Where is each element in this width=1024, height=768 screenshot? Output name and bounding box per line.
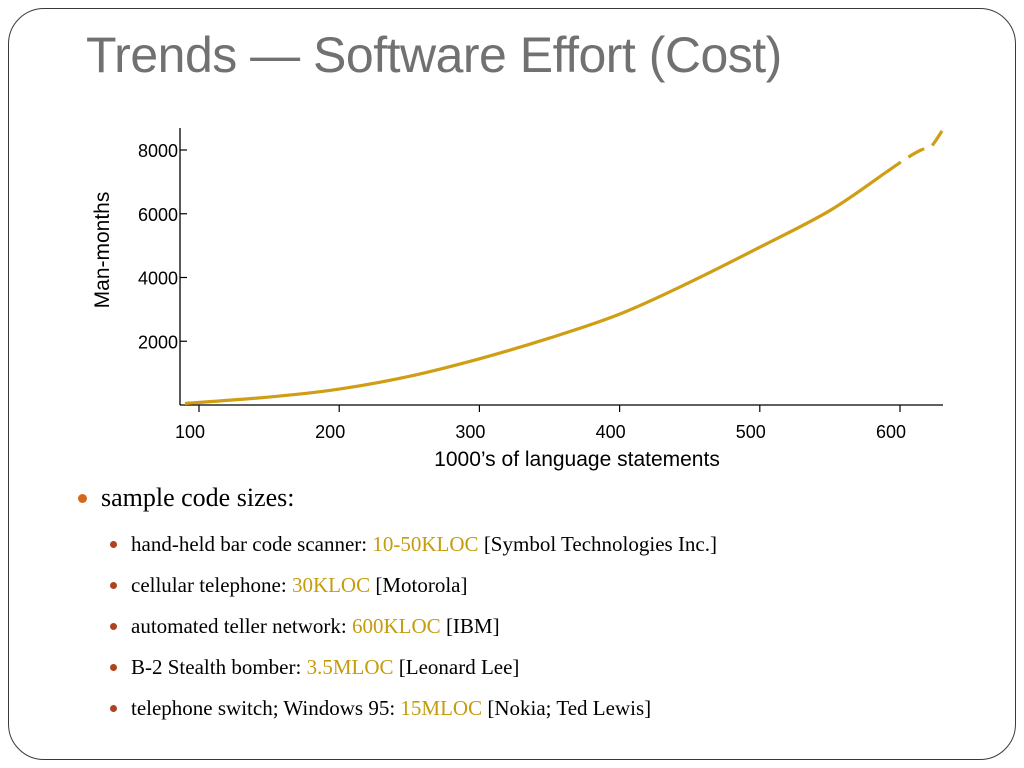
sub-bullet-item: B-2 Stealth bomber: 3.5MLOC [Leonard Lee… xyxy=(110,647,976,688)
sub-bullets: hand-held bar code scanner: 10-50KLOC [S… xyxy=(76,524,976,729)
slide-frame xyxy=(8,8,1016,760)
x-axis-label: 1000’s of language statements xyxy=(434,448,720,471)
sub-bullet-source: [Leonard Lee] xyxy=(393,655,520,679)
bullet-main-text: sample code sizes: xyxy=(101,483,295,512)
x-tick-label: 300 xyxy=(455,422,485,442)
sub-bullet-source: [IBM] xyxy=(440,614,500,638)
sub-bullet-item: cellular telephone: 30KLOC [Motorola] xyxy=(110,565,976,606)
sub-bullet-text: cellular telephone: xyxy=(131,573,292,597)
effort-curve xyxy=(184,170,887,406)
bullet-dot-icon xyxy=(110,705,117,712)
sub-bullet-source: [Motorola] xyxy=(370,573,468,597)
sub-bullet-item: hand-held bar code scanner: 10-50KLOC [S… xyxy=(110,524,976,565)
sub-bullet-text: automated teller network: xyxy=(131,614,353,638)
y-axis-label: Man-months xyxy=(91,192,114,309)
code-size-highlight: 15MLOC xyxy=(400,696,483,720)
x-tick-label: 600 xyxy=(876,422,906,442)
code-size-highlight: 30KLOC xyxy=(291,573,371,597)
effort-curve-extrapolated xyxy=(885,129,944,174)
code-size-highlight: 3.5MLOC xyxy=(306,655,394,679)
effort-chart: 100 200 300 400 500 600 2000 4000 6000 8000 1000’s… xyxy=(91,128,944,471)
bullet-dot-icon xyxy=(78,493,87,503)
sub-bullet-list: hand-held bar code scanner: 10-50KLOC [S… xyxy=(110,524,976,729)
bullet-list: sample code sizes: hand-held bar code sc… xyxy=(76,480,976,729)
x-tick-label: 400 xyxy=(596,422,626,442)
y-tick-label: 4000 xyxy=(138,269,178,289)
code-size-highlight: 10-50KLOC xyxy=(372,532,479,556)
code-size-highlight: 600KLOC xyxy=(352,614,441,638)
bullet-dot-icon xyxy=(110,582,117,589)
sub-bullet-source: [Symbol Technologies Inc.] xyxy=(478,532,717,556)
x-tick-label: 200 xyxy=(315,422,345,442)
sub-bullet-item: automated teller network: 600KLOC [IBM] xyxy=(110,606,976,647)
bullet-dot-icon xyxy=(110,541,117,548)
y-tick-label: 2000 xyxy=(138,332,178,352)
sub-bullet-source: [Nokia; Ted Lewis] xyxy=(482,696,652,720)
x-tick-label: 500 xyxy=(736,422,766,442)
y-tick-label: 6000 xyxy=(138,205,178,225)
bullet-main: sample code sizes: xyxy=(76,480,976,516)
sub-bullet-text: B-2 Stealth bomber: xyxy=(131,655,307,679)
sub-bullet-text: hand-held bar code scanner: xyxy=(131,532,373,556)
y-tick-label: 8000 xyxy=(138,141,178,161)
sub-bullet-text: telephone switch; Windows 95: xyxy=(131,696,401,720)
sub-bullet-item: telephone switch; Windows 95: 15MLOC [No… xyxy=(110,688,976,729)
slide-title: Trends — Software Effort (Cost) xyxy=(86,27,782,83)
x-tick-label: 100 xyxy=(175,422,205,442)
bullet-dot-icon xyxy=(110,664,117,671)
bullet-dot-icon xyxy=(110,623,117,630)
